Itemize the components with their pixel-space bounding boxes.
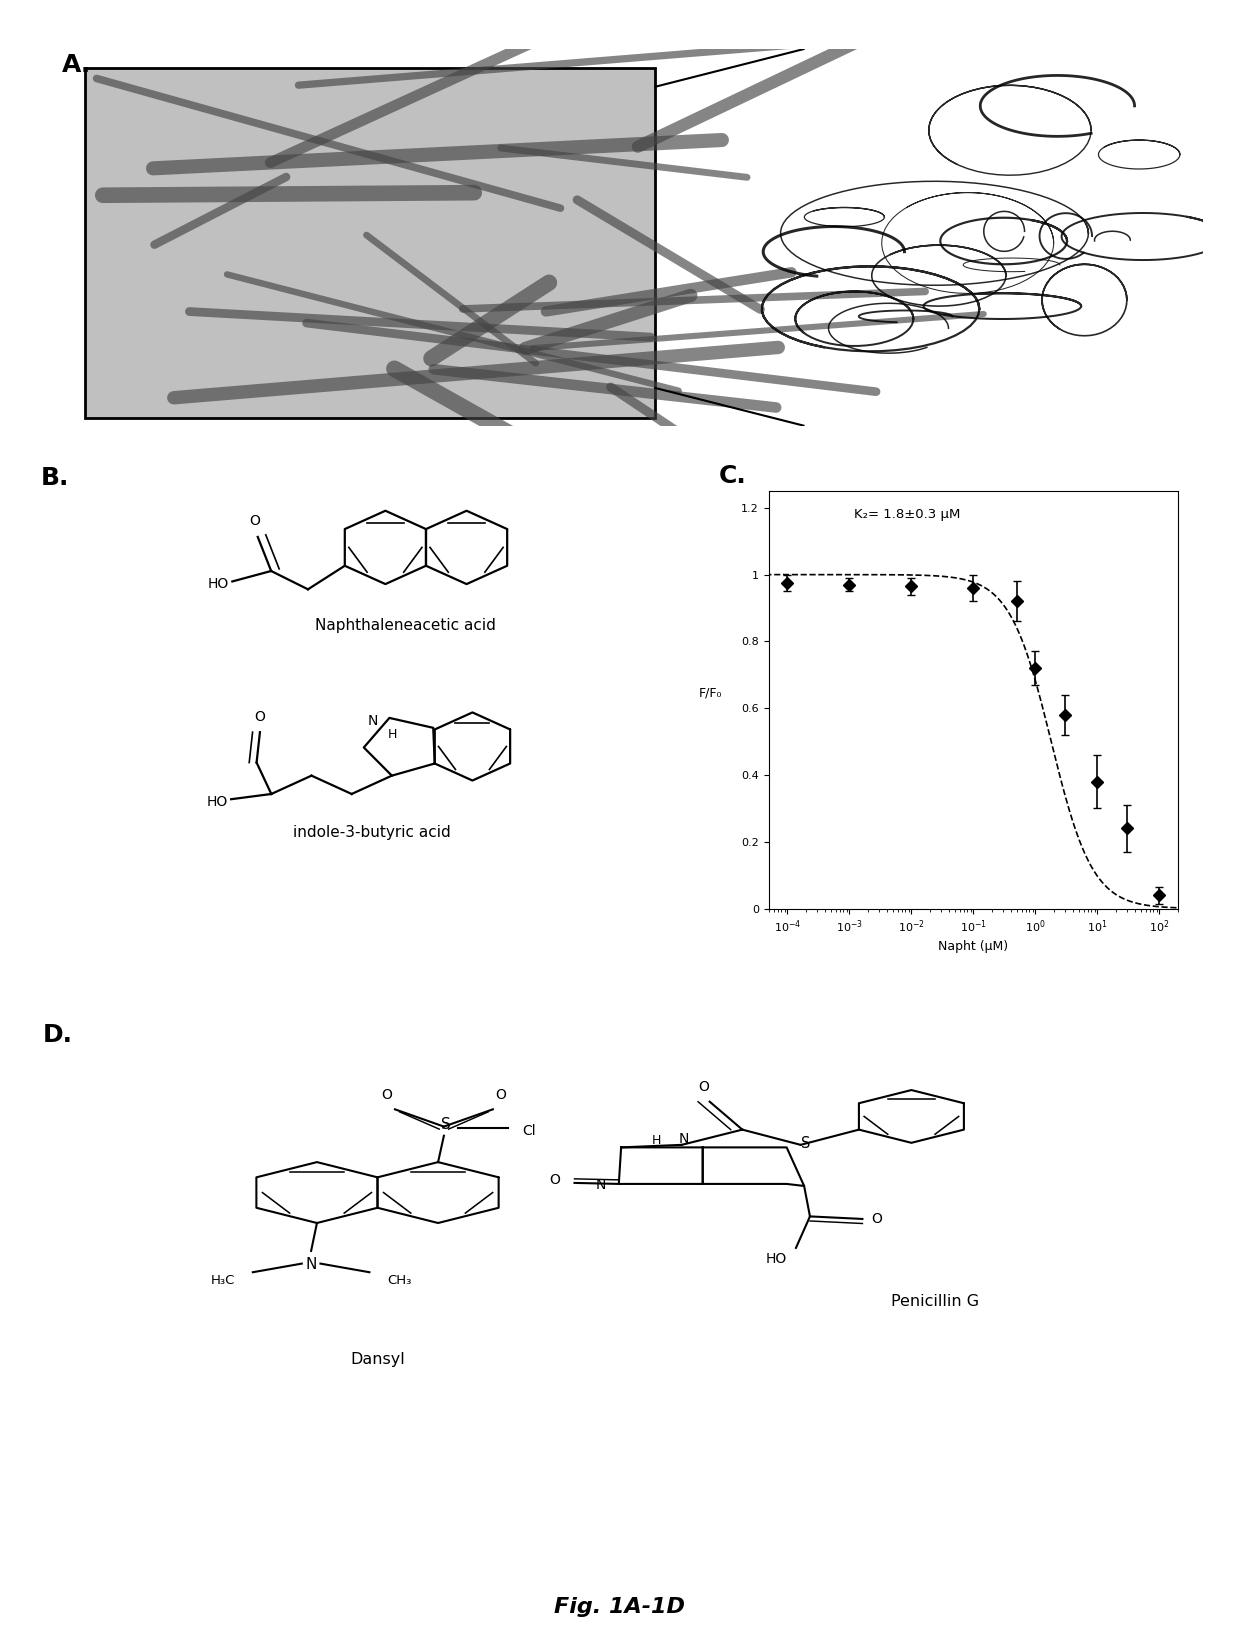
Text: Fig. 1A-1D: Fig. 1A-1D	[554, 1598, 686, 1617]
Text: H: H	[388, 728, 398, 742]
Text: O: O	[549, 1174, 560, 1187]
Text: Dansyl: Dansyl	[350, 1352, 405, 1367]
X-axis label: Napht (μM): Napht (μM)	[939, 940, 1008, 953]
Text: O: O	[496, 1087, 506, 1102]
Text: K₂= 1.8±0.3 μM: K₂= 1.8±0.3 μM	[854, 507, 961, 521]
Text: H: H	[651, 1134, 661, 1148]
Text: HO: HO	[765, 1252, 786, 1265]
Text: CH₃: CH₃	[387, 1274, 412, 1287]
Text: Cl: Cl	[522, 1123, 536, 1138]
Bar	[84, 69, 655, 417]
Text: N: N	[596, 1179, 606, 1192]
Text: O: O	[698, 1080, 709, 1094]
Text: Penicillin G: Penicillin G	[890, 1293, 978, 1310]
Text: S: S	[801, 1136, 810, 1151]
Text: A.: A.	[62, 52, 92, 77]
Text: N: N	[367, 714, 378, 727]
Text: N: N	[678, 1131, 689, 1146]
Text: Naphthaleneacetic acid: Naphthaleneacetic acid	[315, 619, 496, 634]
Text: indole-3-butyric acid: indole-3-butyric acid	[293, 825, 451, 840]
Text: O: O	[249, 514, 260, 527]
Text: O: O	[872, 1211, 883, 1226]
Text: HO: HO	[208, 578, 229, 591]
Text: C.: C.	[719, 463, 746, 488]
Y-axis label: F/F₀: F/F₀	[699, 688, 723, 701]
Text: N: N	[305, 1257, 316, 1272]
Text: B.: B.	[41, 467, 69, 489]
Text: H₃C: H₃C	[211, 1274, 236, 1287]
Text: HO: HO	[207, 796, 228, 809]
Text: O: O	[382, 1087, 392, 1102]
Text: D.: D.	[43, 1023, 73, 1046]
Text: S: S	[441, 1116, 451, 1131]
Text: O: O	[254, 710, 265, 724]
